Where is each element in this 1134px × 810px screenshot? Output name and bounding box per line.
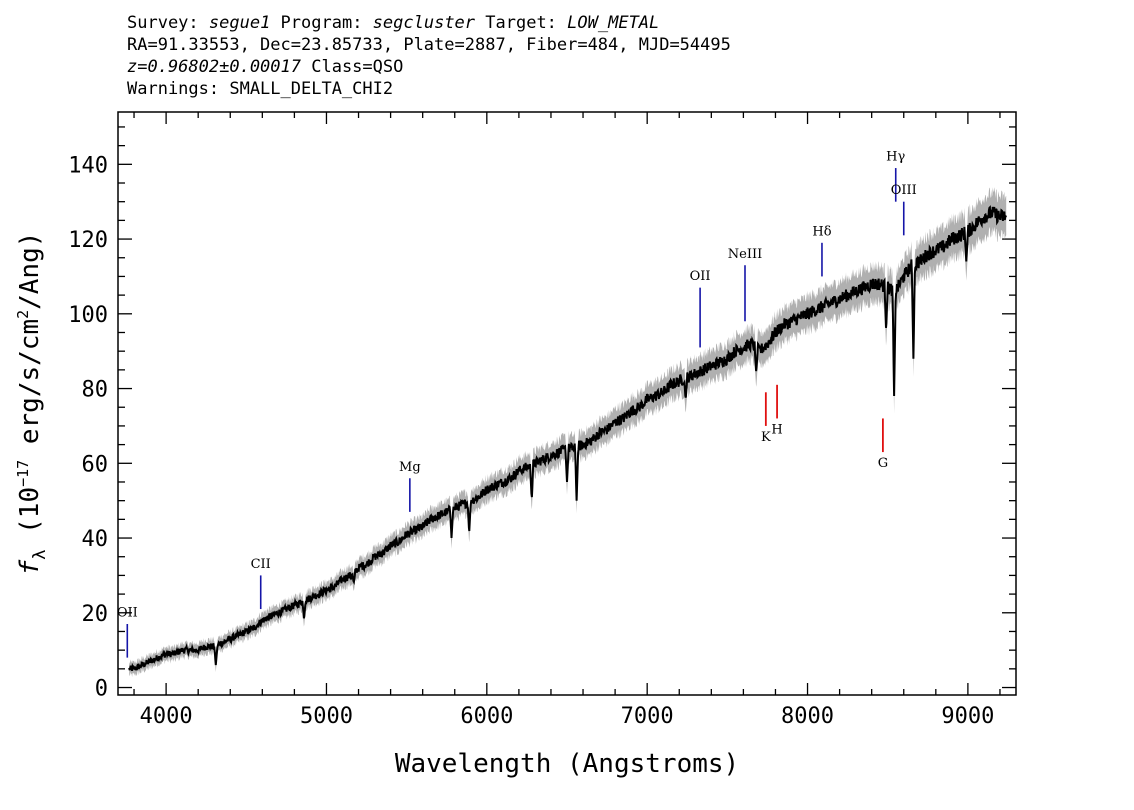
program-label: Program: [270,13,373,33]
error-band [129,187,1007,678]
class-value: Class=QSO [301,57,404,77]
program-value: segcluster [372,13,476,33]
y-tick-label: 120 [68,228,108,253]
absorption-line-label: K [761,430,771,445]
emission-line-label: OIII [891,183,917,198]
y-tick-label: 20 [82,602,109,627]
y-label-lambda: λ [30,550,50,560]
flux-error-band [129,187,1007,678]
y-tick-label: 100 [68,303,108,328]
emission-line-label: Hδ [812,224,831,239]
x-tick-label: 7000 [621,704,674,729]
y-tick-label: 0 [95,677,108,702]
x-tick-label: 4000 [140,704,193,729]
axis-ticks: 4000 5000 6000 7000 8000 9000 0 20 40 60 80 100 120 1… [68,112,1016,729]
header-redshift-line: z=0.96802±0.00017 Class=QSO [127,56,731,78]
header-survey-line: Survey: segue1 Program: segcluster Targe… [127,12,731,34]
target-value: LOW_METAL [567,13,660,33]
survey-label: Survey: [127,13,209,33]
spectrum-header: Survey: segue1 Program: segcluster Targe… [127,12,731,100]
x-tick-label: 9000 [941,704,994,729]
y-label-post: /Ang) [15,232,45,310]
flux-line [128,205,1008,672]
header-coordinates-line: RA=91.33553, Dec=23.85733, Plate=2887, F… [127,35,731,55]
y-tick-label: 80 [82,378,109,403]
y-label-pre: (10 [15,487,45,550]
target-label: Target: [475,13,568,33]
x-tick-label: 6000 [460,704,513,729]
redshift-value: z=0.96802±0.00017 [127,57,301,77]
y-label-exp2: 2 [14,310,32,319]
emission-line-label: Mg [399,460,421,475]
y-label-mid: erg/s/cm [15,319,45,460]
emission-line-label: OII [690,269,711,284]
header-warnings-line: Warnings: SMALL_DELTA_CHI2 [127,79,394,99]
survey-value: segue1 [208,13,271,33]
emission-line-label: NeIII [728,247,762,262]
x-tick-label: 8000 [781,704,834,729]
flux-series [128,205,1008,672]
plot-frame [117,111,1017,696]
y-tick-label: 40 [82,527,109,552]
x-tick-label: 5000 [300,704,353,729]
emission-line-label: Hγ [886,150,905,165]
y-label-exp: −17 [14,460,32,487]
emission-line-label: OII [117,606,138,621]
y-axis-label: fλ (10−17 erg/s/cm2/Ang) [14,232,50,576]
y-tick-label: 140 [68,153,108,178]
spectral-line-markers: OII CII Mg OII NeIII Hδ Hγ OIII K H G [117,150,917,658]
x-axis-label: Wavelength (Angstroms) [395,749,739,779]
y-tick-label: 60 [82,452,109,477]
y-label-f: f [15,559,45,575]
absorption-line-label: H [771,422,782,437]
emission-line-label: CII [251,557,271,572]
absorption-line-label: G [878,456,888,471]
